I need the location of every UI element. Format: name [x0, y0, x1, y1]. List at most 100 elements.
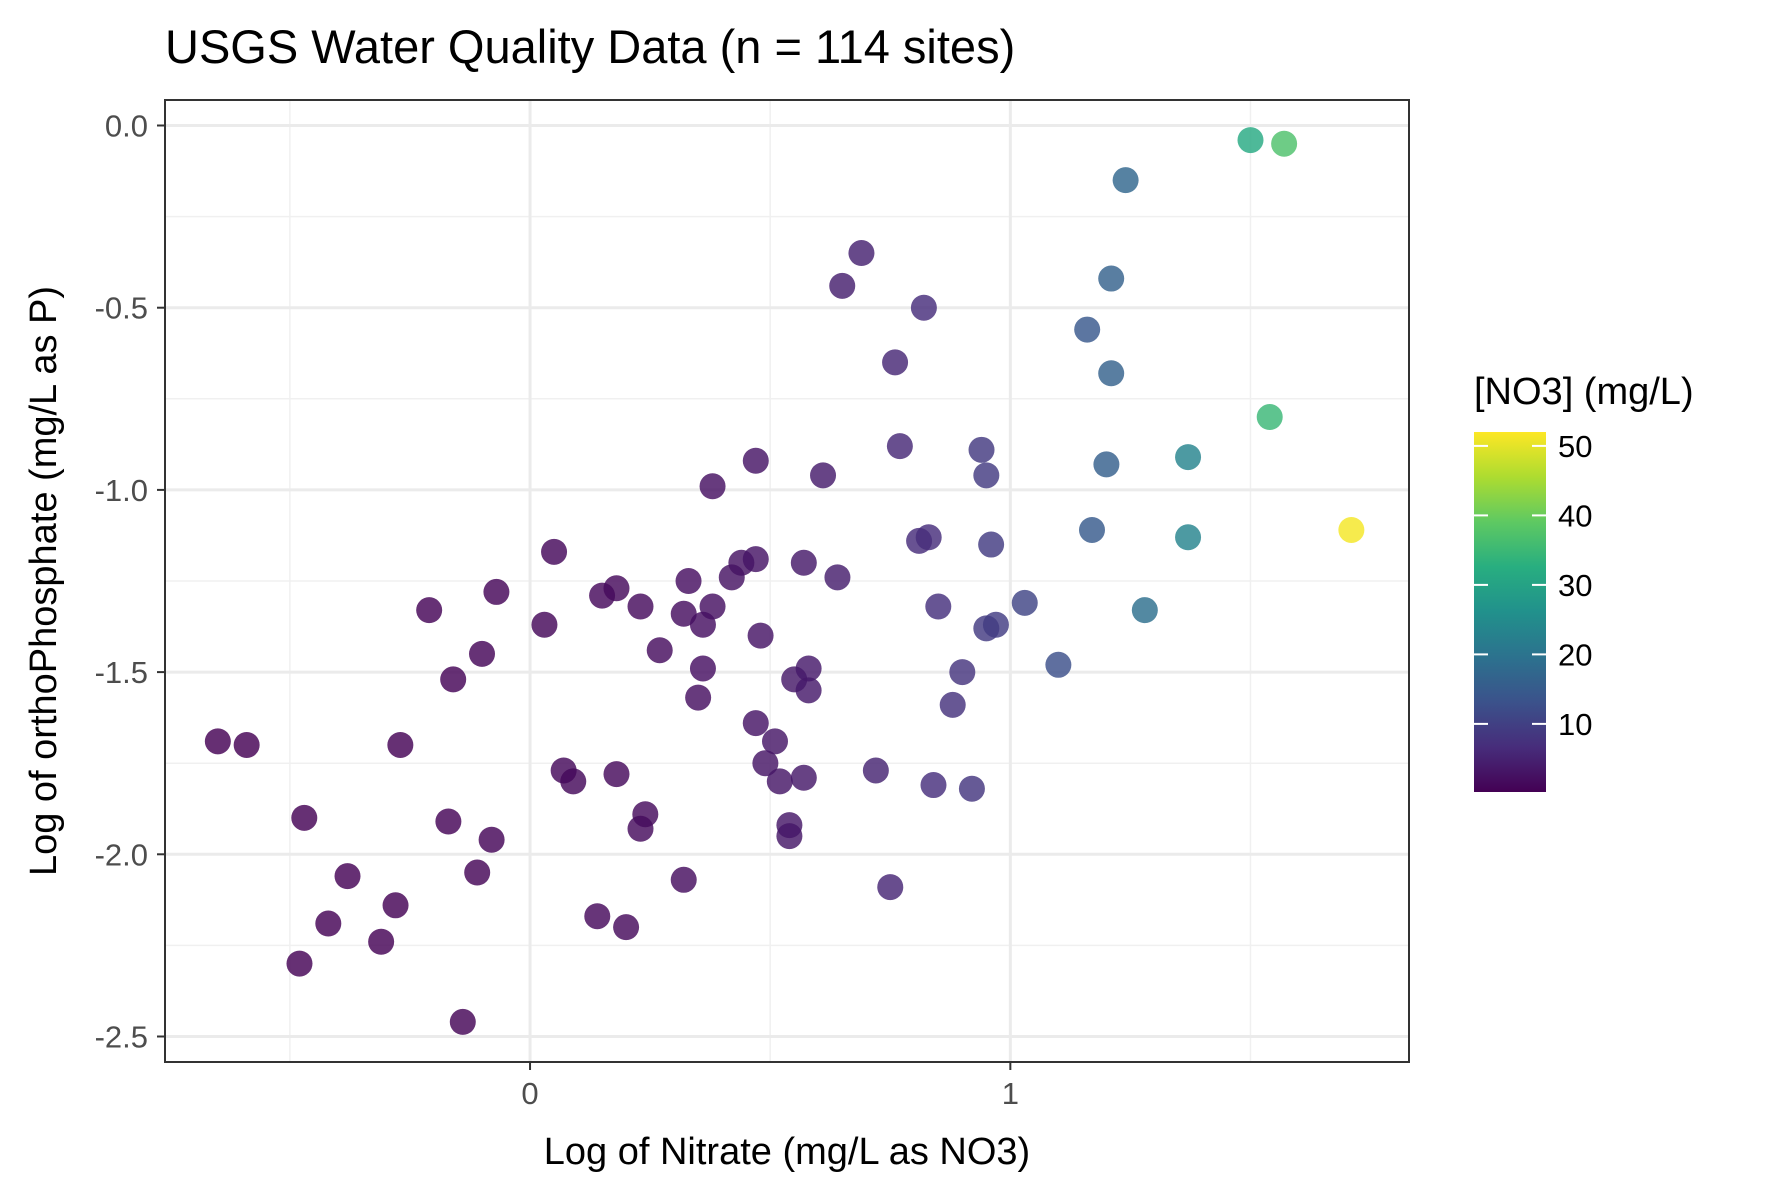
data-point [742, 447, 769, 474]
data-point [886, 433, 913, 460]
data-point [742, 546, 769, 573]
data-point [584, 903, 611, 930]
data-point [627, 815, 654, 842]
data-point [1045, 651, 1072, 678]
x-tick-label: 1 [1002, 1076, 1019, 1111]
data-point [848, 240, 875, 267]
data-points [204, 127, 1365, 1035]
data-point [795, 655, 822, 682]
y-tick-label: 0.0 [105, 109, 148, 144]
data-point [973, 462, 1000, 489]
data-point [286, 950, 313, 977]
data-point [761, 728, 788, 755]
data-point [920, 772, 947, 799]
data-point [752, 750, 779, 777]
data-point [939, 691, 966, 718]
data-point [968, 436, 995, 463]
y-tick-label: -2.5 [95, 1019, 148, 1054]
plot-panel [164, 99, 1410, 1063]
data-point [1093, 451, 1120, 478]
legend-tick-label: 20 [1558, 637, 1592, 672]
legend-ticks: 10 20 30 40 50 [1474, 429, 1592, 742]
y-tick-label: -1.0 [95, 473, 148, 508]
data-point [766, 768, 793, 795]
data-point [1131, 597, 1158, 624]
data-point [387, 731, 414, 758]
y-tick-label: -0.5 [95, 291, 148, 326]
data-point [440, 666, 467, 693]
data-point [689, 655, 716, 682]
data-point [560, 768, 587, 795]
legend-tick-label: 10 [1558, 707, 1592, 742]
data-point [862, 757, 889, 784]
data-point [699, 593, 726, 620]
data-point [1112, 167, 1139, 194]
y-axis-title: Log of orthoPhosphate (mg/L as P) [23, 286, 65, 876]
data-point [915, 524, 942, 551]
data-point [910, 294, 937, 321]
data-point [382, 892, 409, 919]
legend-tick-label: 30 [1558, 568, 1592, 603]
data-point [531, 611, 558, 638]
data-point [925, 593, 952, 620]
data-point [742, 710, 769, 737]
data-point [978, 531, 1005, 558]
data-point [1175, 524, 1202, 551]
data-point [603, 575, 630, 602]
legend-tick-label: 40 [1558, 498, 1592, 533]
data-point [416, 597, 443, 624]
data-point [982, 611, 1009, 638]
data-point [699, 473, 726, 500]
data-point [1338, 516, 1365, 543]
color-legend: [NO3] (mg/L) 10 20 30 40 50 [1474, 371, 1694, 792]
legend-tick-label: 50 [1558, 429, 1592, 464]
data-point [877, 874, 904, 901]
data-point [790, 549, 817, 576]
data-point [882, 349, 909, 376]
data-point [483, 578, 510, 605]
data-point [829, 272, 856, 299]
data-point [675, 568, 702, 594]
data-point [464, 859, 491, 886]
data-point [747, 622, 774, 649]
data-point [1271, 130, 1298, 157]
data-point [469, 640, 496, 667]
chart-title: USGS Water Quality Data (n = 114 sites) [165, 20, 1015, 73]
data-point [1098, 265, 1125, 292]
data-point [541, 538, 568, 565]
data-point [233, 731, 260, 758]
data-point [449, 1008, 476, 1035]
data-point [949, 659, 976, 686]
x-axis-title: Log of Nitrate (mg/L as NO3) [544, 1131, 1030, 1173]
data-point [810, 462, 837, 489]
legend-colorbar [1474, 432, 1546, 792]
data-point [1098, 360, 1125, 387]
data-point [603, 761, 630, 788]
data-point [685, 684, 712, 711]
data-point [435, 808, 462, 835]
data-point [790, 764, 817, 791]
data-point [1078, 516, 1105, 543]
data-point [478, 826, 505, 853]
y-tick-label: -2.0 [95, 837, 148, 872]
data-point [1074, 316, 1101, 343]
data-point [1175, 444, 1202, 471]
y-tick-label: -1.5 [95, 655, 148, 690]
data-point [613, 914, 640, 941]
data-point [334, 863, 361, 890]
data-point [1011, 589, 1038, 616]
data-point [204, 728, 231, 755]
data-point [646, 637, 673, 664]
data-point [368, 928, 395, 955]
panel-border [164, 99, 1410, 1063]
x-tick-label: 0 [521, 1076, 538, 1111]
data-point [1237, 127, 1264, 154]
data-point [627, 593, 654, 620]
data-point [795, 677, 822, 704]
data-point [958, 775, 985, 802]
data-point [670, 600, 697, 627]
data-point [670, 866, 697, 893]
data-point [776, 812, 803, 839]
data-point [315, 910, 342, 937]
